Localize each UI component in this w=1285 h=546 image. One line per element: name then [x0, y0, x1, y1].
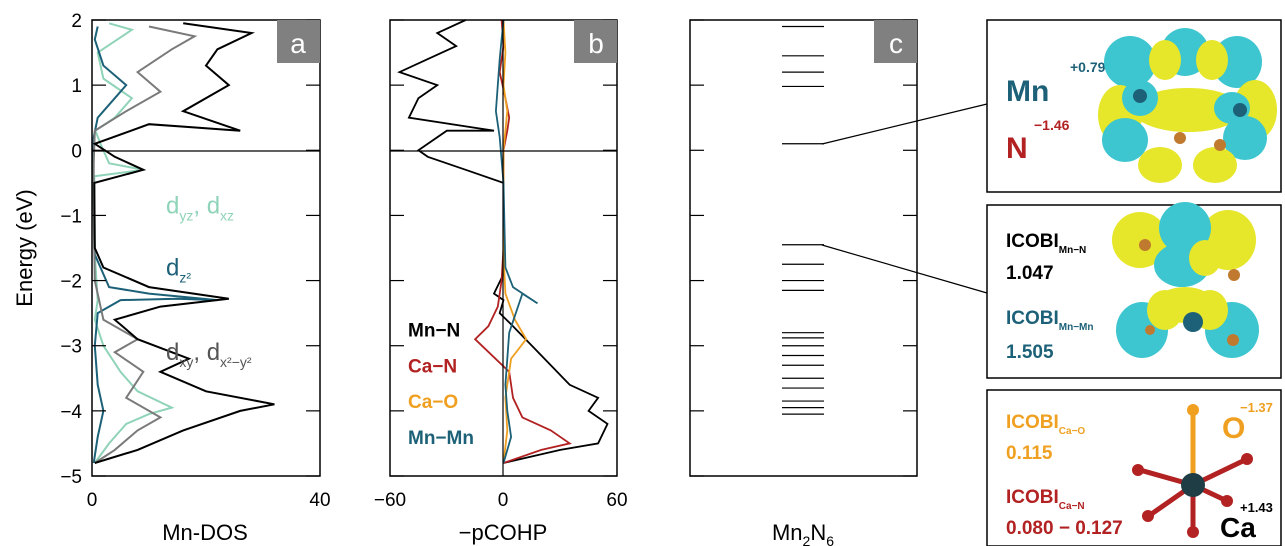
pcohp-series-line	[473, 19, 572, 464]
icobi-ca-o-label: ICOBICa−O	[1006, 412, 1085, 437]
panel-c-letter: c	[889, 28, 903, 59]
panel-c-frame	[689, 19, 918, 477]
panel-a-letter: a	[290, 28, 306, 59]
x-axis-title-a: Mn-DOS	[162, 520, 248, 545]
o-charge: −1.37	[1240, 400, 1273, 415]
panel-a-badge	[277, 20, 320, 63]
x-tick-label-a: 40	[309, 490, 330, 511]
dos-series-line	[92, 26, 218, 464]
ca-charge: +1.43	[1240, 500, 1273, 515]
x-tick-label-b: 60	[606, 490, 627, 511]
panel-a-frame	[91, 19, 321, 477]
n-charge: −1.46	[1034, 117, 1070, 133]
orbital-box-middle: ICOBIMn−N 1.047 ICOBIMn−Mn 1.505	[986, 202, 1282, 379]
legend-entry: Mn−N	[408, 320, 460, 341]
structure-box-lower: ICOBICa−O 0.115 ICOBICa−N 0.080 − 0.127 …	[986, 389, 1282, 546]
panel-b-frame	[389, 19, 618, 477]
icobi-mn-mn-value: 1.505	[1006, 342, 1054, 363]
n-label: N	[1006, 132, 1028, 165]
panel-a-dos: −5 −4 −3 −2 −1 0 1 2 0 40 a dyz, dxz dz² dxy, dx²−…	[12, 11, 331, 545]
y-tick-label: −3	[60, 337, 82, 358]
dos-series-line	[92, 22, 275, 464]
x-tick-label-a: 0	[87, 490, 98, 511]
panel-b-letter: b	[588, 28, 604, 59]
y-tick-label: 2	[71, 11, 82, 32]
y-tick-label: −2	[60, 272, 82, 293]
y-tick-label: −5	[60, 467, 82, 488]
connector-lower	[821, 244, 988, 294]
y-tick-label: 1	[71, 76, 82, 97]
orbital-lobes-upper	[1098, 28, 1277, 183]
icobi-mn-mn-label: ICOBIMn−Mn	[1006, 308, 1094, 333]
icobi-mn-n-label: ICOBIMn−N	[1006, 231, 1086, 256]
ca-label: Ca	[1220, 512, 1256, 543]
mn-charge: +0.79	[1070, 59, 1106, 75]
orbital-label: dyz, dxz	[166, 193, 234, 224]
pcohp-series-line	[494, 19, 538, 464]
icobi-ca-n-label: ICOBICa−N	[1006, 487, 1085, 512]
panel-c-levels: c Mn2N6	[689, 19, 988, 546]
orbital-lobes-middle	[1112, 202, 1259, 358]
legend-entry: Ca−N	[408, 356, 457, 377]
icobi-ca-o-value: 0.115	[1006, 443, 1053, 464]
x-axis-title-c: Mn2N6	[772, 520, 834, 546]
panel-b-badge	[574, 20, 617, 63]
orbital-label: dz²	[166, 255, 191, 286]
dos-series-line	[93, 22, 175, 464]
o-label: O	[1222, 412, 1245, 445]
orbital-label: dxy, dx²−y²	[166, 339, 252, 370]
dos-series-line	[92, 25, 198, 464]
orbital-box-upper: Mn +0.79 N −1.46	[986, 19, 1282, 193]
x-tick-label-b: −60	[374, 490, 406, 511]
panel-c-badge	[874, 20, 917, 63]
mn-label: Mn	[1006, 75, 1049, 108]
ca-coordination-structure	[1132, 404, 1253, 538]
legend-entry: Ca−O	[408, 392, 458, 413]
y-tick-label: 0	[71, 141, 82, 162]
panel-b-pcohp: −60 0 60 b Mn−N Ca−N Ca−O Mn−Mn −pCOHP	[374, 19, 628, 545]
y-axis-title: Energy (eV)	[12, 189, 37, 306]
x-tick-label-b: 0	[498, 490, 509, 511]
connector-upper	[821, 103, 988, 145]
y-tick-label: −4	[60, 402, 82, 423]
x-axis-title-b: −pCOHP	[459, 520, 548, 545]
icobi-ca-n-value: 0.080 − 0.127	[1006, 518, 1123, 539]
legend-entry: Mn−Mn	[408, 428, 474, 449]
icobi-mn-n-value: 1.047	[1006, 263, 1054, 284]
y-tick-label: −1	[60, 206, 82, 227]
